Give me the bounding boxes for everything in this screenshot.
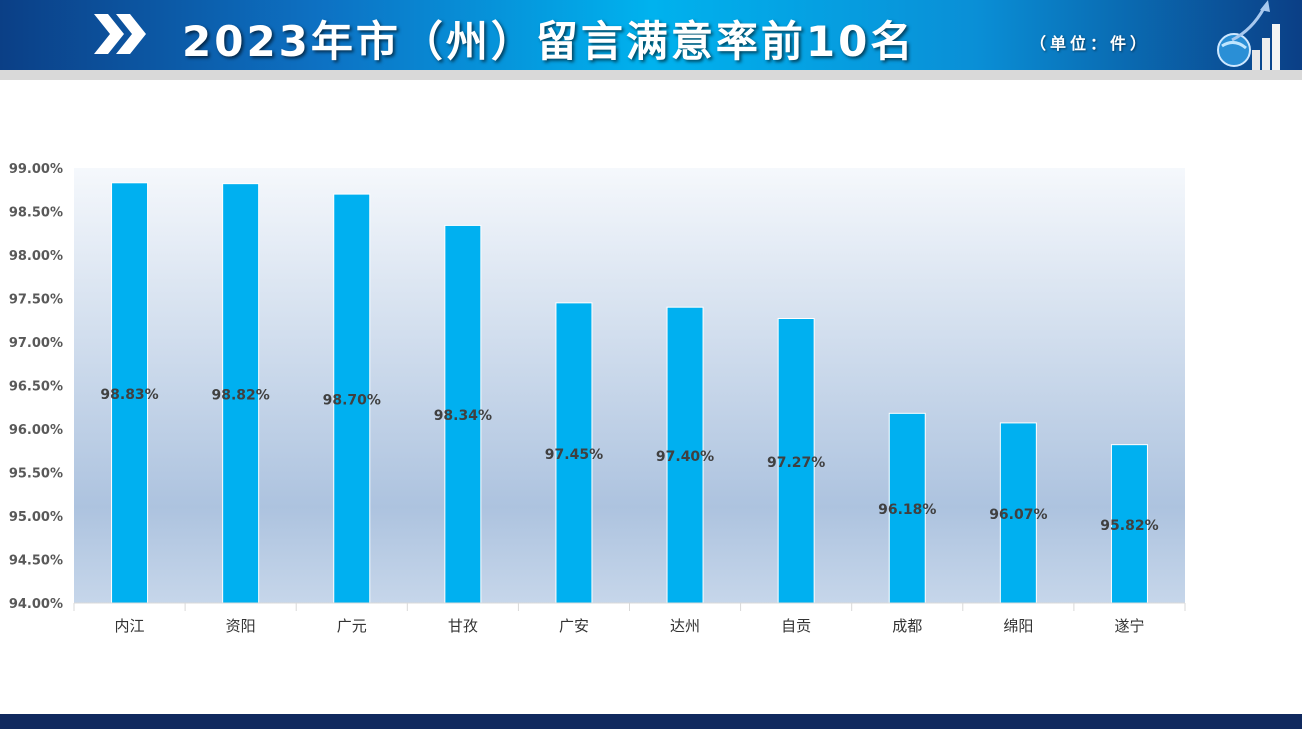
bar-绵阳 bbox=[999, 422, 1037, 604]
header-divider bbox=[0, 70, 1302, 80]
page-title: 2023年市（州）留言满意率前10名 bbox=[182, 17, 916, 66]
x-tick-label: 自贡 bbox=[781, 617, 811, 635]
footer-bar bbox=[0, 714, 1302, 729]
bar-达州 bbox=[666, 306, 704, 604]
unit-label: （单位：件） bbox=[1030, 34, 1151, 53]
data-label: 98.83% bbox=[100, 387, 158, 403]
globe-growth-chart-icon bbox=[1217, 0, 1280, 70]
data-label: 97.27% bbox=[767, 455, 825, 471]
data-label: 98.34% bbox=[434, 408, 492, 424]
x-tick-label: 甘孜 bbox=[448, 617, 478, 635]
x-tick-label: 广元 bbox=[337, 617, 367, 635]
y-tick-label: 98.00% bbox=[9, 249, 63, 264]
y-tick-label: 97.00% bbox=[9, 336, 63, 351]
data-label: 96.07% bbox=[989, 507, 1047, 523]
y-tick-label: 95.00% bbox=[9, 510, 63, 525]
data-label: 98.70% bbox=[323, 393, 381, 409]
bar-广元 bbox=[333, 193, 371, 604]
y-tick-label: 97.50% bbox=[9, 293, 63, 308]
bar-甘孜 bbox=[444, 224, 482, 604]
x-tick-label: 广安 bbox=[559, 617, 589, 635]
y-tick-label: 96.00% bbox=[9, 423, 63, 438]
x-tick-label: 遂宁 bbox=[1114, 617, 1144, 635]
bar-成都 bbox=[888, 412, 926, 604]
data-label: 95.82% bbox=[1100, 518, 1158, 534]
bar-遂宁 bbox=[1110, 444, 1148, 604]
double-chevron-right-icon bbox=[94, 14, 146, 54]
x-tick-label: 内江 bbox=[115, 617, 145, 635]
data-label: 97.40% bbox=[656, 449, 714, 465]
y-tick-label: 96.50% bbox=[9, 380, 63, 395]
x-tick-label: 资阳 bbox=[226, 617, 256, 635]
x-tick-label: 成都 bbox=[892, 617, 922, 635]
data-label: 98.82% bbox=[211, 387, 269, 403]
y-tick-label: 95.50% bbox=[9, 467, 63, 482]
x-tick-label: 达州 bbox=[670, 617, 700, 635]
bar-广安 bbox=[555, 302, 593, 604]
plot-area bbox=[74, 168, 1185, 603]
header-banner bbox=[0, 0, 1302, 70]
y-tick-label: 94.00% bbox=[9, 597, 63, 612]
x-tick-label: 绵阳 bbox=[1003, 617, 1033, 635]
y-tick-label: 99.00% bbox=[9, 162, 63, 177]
y-tick-label: 94.50% bbox=[9, 554, 63, 569]
data-label: 96.18% bbox=[878, 502, 936, 518]
y-tick-label: 98.50% bbox=[9, 206, 63, 221]
data-label: 97.45% bbox=[545, 447, 603, 463]
